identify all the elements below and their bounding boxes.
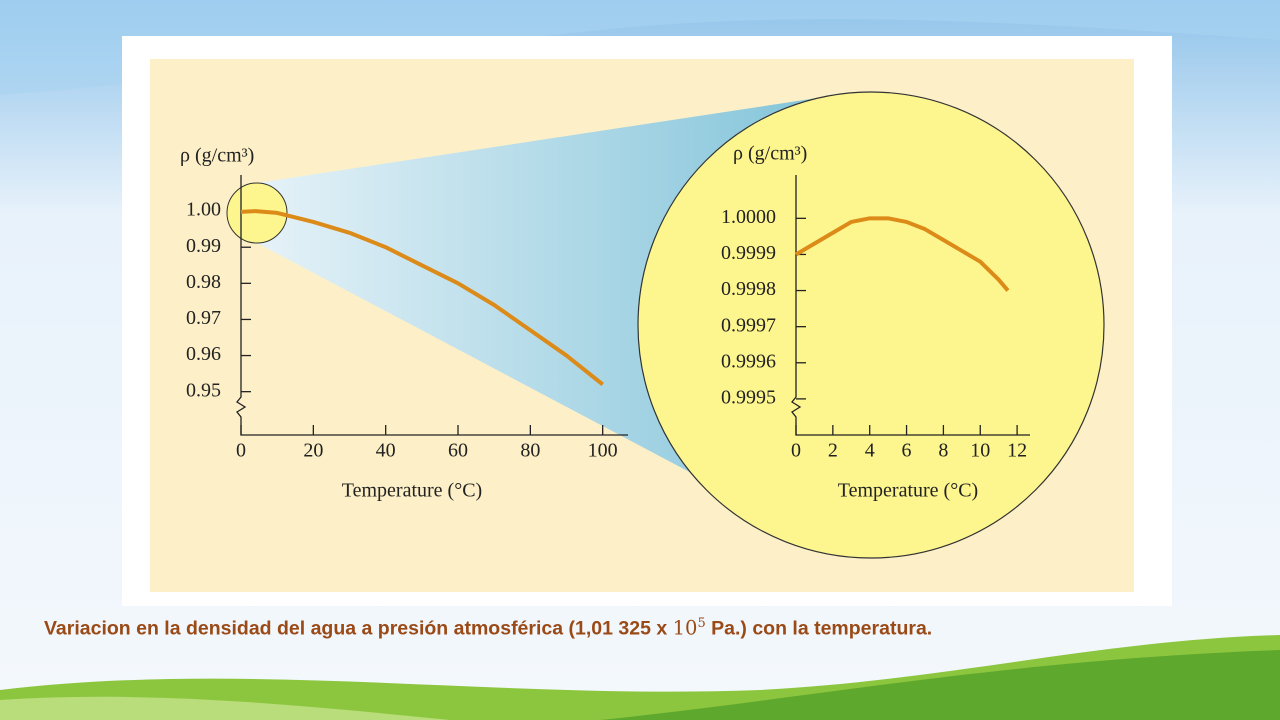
y-axis-label: ρ (g/cm³) [180, 145, 254, 167]
x-tick-label: 0 [236, 440, 246, 462]
y-tick-label: 1.0000 [721, 206, 776, 228]
x-axis-label: Temperature (°C) [342, 480, 482, 502]
y-tick-label: 0.99 [186, 235, 221, 257]
y-tick-label: 0.98 [186, 271, 221, 293]
y-tick-label: 0.97 [186, 307, 221, 329]
x-tick-label: 4 [865, 440, 875, 462]
y-tick-label: 0.95 [186, 379, 221, 401]
data-line [240, 209, 604, 387]
x-tick-label: 100 [588, 440, 618, 462]
y-tick-label: 0.9999 [721, 242, 776, 264]
caption-exponent: 5 [697, 616, 706, 631]
y-tick-label: 0.9996 [721, 350, 776, 372]
x-tick-label: 0 [791, 440, 801, 462]
caption-text: Variacion en la densidad del agua a pres… [44, 617, 673, 640]
x-tick-label: 20 [303, 440, 323, 462]
y-axis-label: ρ (g/cm³) [733, 143, 807, 165]
hill [0, 696, 450, 720]
y-tick-label: 0.9998 [721, 278, 776, 300]
x-axis-label: Temperature (°C) [838, 480, 978, 502]
sky-band [0, 0, 1280, 95]
x-tick-label: 80 [520, 440, 540, 462]
caption: Variacion en la densidad del agua a pres… [44, 616, 932, 641]
caption-base: 10 [672, 616, 698, 640]
x-tick-label: 12 [1007, 440, 1027, 462]
y-tick-label: 0.96 [186, 343, 221, 365]
data-line [794, 216, 1010, 292]
x-tick-label: 6 [902, 440, 912, 462]
hill [600, 650, 1280, 720]
x-tick-label: 8 [938, 440, 948, 462]
x-tick-label: 2 [828, 440, 838, 462]
x-tick-label: 10 [970, 440, 990, 462]
y-tick-label: 0.9995 [721, 386, 776, 408]
caption-text: Pa.) con la temperatura. [705, 617, 933, 640]
zoom-circle [637, 91, 1105, 559]
y-tick-label: 1.00 [186, 199, 221, 221]
y-tick-label: 0.9997 [721, 314, 776, 336]
x-tick-label: 60 [448, 440, 468, 462]
x-tick-label: 40 [376, 440, 396, 462]
